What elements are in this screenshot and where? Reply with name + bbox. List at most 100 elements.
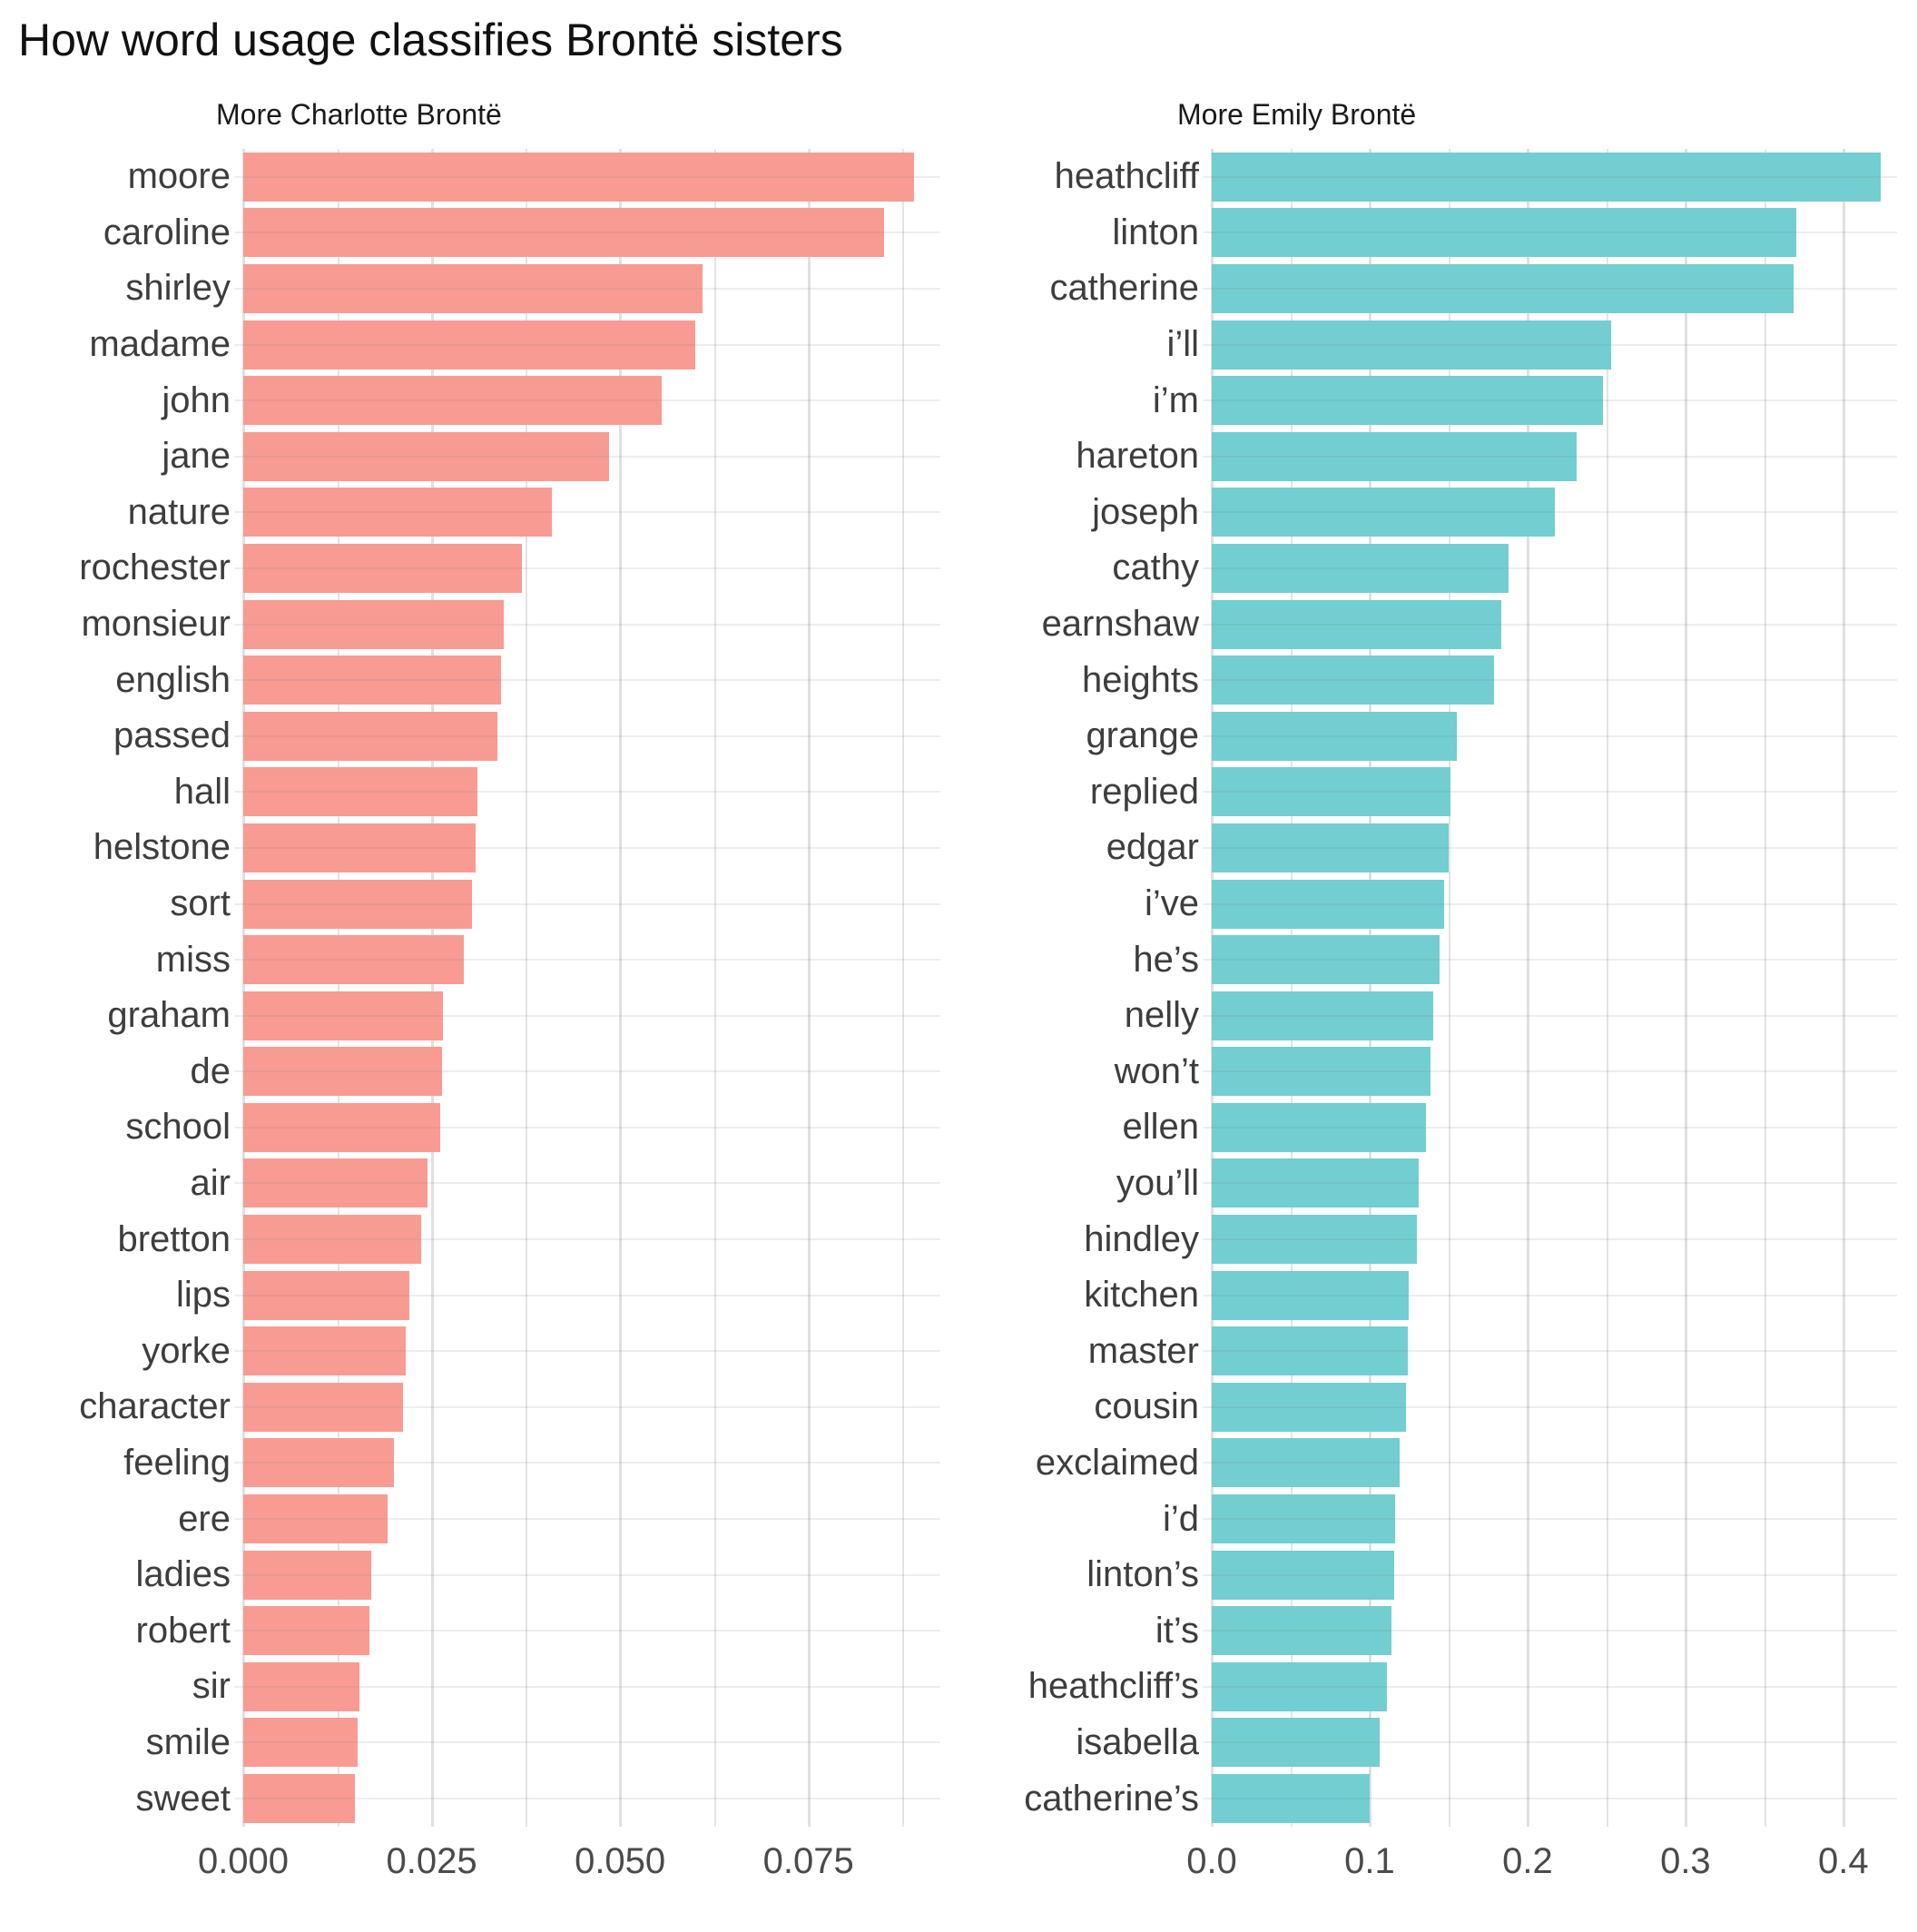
bar-row	[1203, 1379, 1897, 1435]
bar-charlotte	[243, 1550, 372, 1600]
row-gridline	[1203, 1798, 1897, 1800]
axis-ticks-charlotte: 0.000 0.025 0.050 0.075	[198, 1827, 940, 1894]
category-label: earnshaw	[1041, 604, 1199, 645]
bar-row	[234, 1435, 940, 1492]
axis-spacer	[958, 1827, 1212, 1894]
bar-row	[1203, 596, 1897, 653]
category-label: ellen	[1122, 1107, 1199, 1148]
row-gridline	[1203, 287, 1897, 290]
bar-emily	[1212, 935, 1440, 985]
bar-charlotte	[243, 1438, 395, 1488]
bar-emily	[1212, 767, 1450, 817]
x-tick-label: 0.2	[1502, 1840, 1553, 1881]
category-label: monsieur	[81, 604, 231, 645]
category-label: heights	[1082, 659, 1199, 700]
category-label: heathcliff	[1054, 156, 1199, 197]
minor-gridline	[526, 149, 528, 1827]
bar-row	[1203, 1435, 1897, 1492]
category-label: shirley	[125, 268, 231, 309]
bar-row	[234, 988, 940, 1044]
bar-row	[234, 1323, 940, 1379]
category-label: feeling	[123, 1442, 231, 1483]
bar-row	[234, 485, 940, 541]
x-tick-label: 0.075	[762, 1840, 854, 1881]
bar-row	[234, 1044, 940, 1100]
minor-gridline	[1764, 149, 1766, 1827]
row-gridline	[1203, 1741, 1897, 1744]
major-gridline	[242, 149, 245, 1827]
bar-row	[234, 261, 940, 317]
bar-row	[1203, 1211, 1897, 1267]
row-gridline	[234, 1462, 940, 1464]
bar-row	[1203, 1099, 1897, 1156]
row-gridline	[234, 567, 940, 569]
major-gridline	[1842, 149, 1845, 1827]
bar-emily	[1212, 488, 1555, 537]
bar-row	[234, 932, 940, 988]
row-gridline	[234, 1070, 940, 1073]
category-label: catherine	[1049, 268, 1199, 309]
minor-gridline	[337, 149, 339, 1827]
bar-row	[234, 372, 940, 429]
bar-emily	[1212, 1158, 1419, 1208]
category-label: exclaimed	[1035, 1442, 1199, 1483]
category-label: heathcliff’s	[1027, 1666, 1199, 1707]
x-axis-charlotte: 0.000 0.025 0.050 0.075	[0, 1827, 958, 1894]
bar-row	[234, 149, 940, 205]
row-gridline	[234, 1630, 940, 1632]
bar-charlotte	[243, 823, 476, 872]
panel-emily: More Emily Brontë heathcliff linton cather…	[958, 76, 1917, 1894]
category-label: nelly	[1124, 995, 1199, 1036]
category-label: kitchen	[1084, 1275, 1199, 1316]
row-gridline	[234, 455, 940, 458]
bar-charlotte	[243, 152, 914, 202]
bar-emily	[1212, 991, 1434, 1040]
category-label: smile	[145, 1721, 231, 1762]
row-gridline	[234, 1294, 940, 1296]
bar-emily	[1212, 1774, 1370, 1824]
bar-emily	[1212, 879, 1444, 929]
row-gridline	[234, 232, 940, 234]
row-gridline	[1203, 902, 1897, 905]
category-label: john	[162, 380, 231, 420]
category-label: i’ve	[1144, 883, 1199, 924]
bar-charlotte	[243, 767, 478, 817]
category-label: yorke	[142, 1330, 231, 1371]
category-label: linton’s	[1086, 1554, 1199, 1595]
category-label: cathy	[1112, 547, 1199, 588]
row-gridline	[234, 1238, 940, 1241]
bar-row	[1203, 876, 1897, 932]
row-gridline	[234, 1014, 940, 1017]
row-gridline	[1203, 1238, 1897, 1241]
row-gridline	[1203, 1014, 1897, 1017]
plots-container: More Charlotte Brontë moore caroline shirl…	[0, 76, 1917, 1894]
bar-row	[234, 764, 940, 821]
bar-emily	[1212, 543, 1509, 593]
category-label: lips	[175, 1275, 231, 1316]
row-gridline	[1203, 959, 1897, 961]
row-gridline	[1203, 175, 1897, 178]
bar-charlotte	[243, 543, 523, 593]
major-gridline	[430, 149, 434, 1827]
bar-emily	[1212, 208, 1796, 258]
category-label: replied	[1089, 771, 1199, 812]
x-tick-label: 0.000	[197, 1840, 290, 1881]
bar-row	[1203, 317, 1897, 373]
bar-row	[234, 876, 940, 932]
bar-emily	[1212, 1661, 1388, 1711]
category-label: hall	[173, 771, 231, 812]
category-label: moore	[127, 156, 231, 197]
category-label: i’d	[1162, 1498, 1199, 1539]
row-gridline	[1203, 734, 1897, 737]
bar-charlotte	[243, 935, 465, 985]
category-label: isabella	[1076, 1721, 1199, 1762]
bar-charlotte	[243, 488, 553, 537]
bar-emily	[1212, 431, 1577, 481]
category-label: helstone	[93, 827, 231, 868]
bar-row	[234, 1770, 940, 1827]
category-label: edgar	[1106, 827, 1199, 868]
row-gridline	[234, 1126, 940, 1129]
row-gridline	[234, 1182, 940, 1185]
row-gridline	[1203, 232, 1897, 234]
row-gridline	[1203, 791, 1897, 794]
